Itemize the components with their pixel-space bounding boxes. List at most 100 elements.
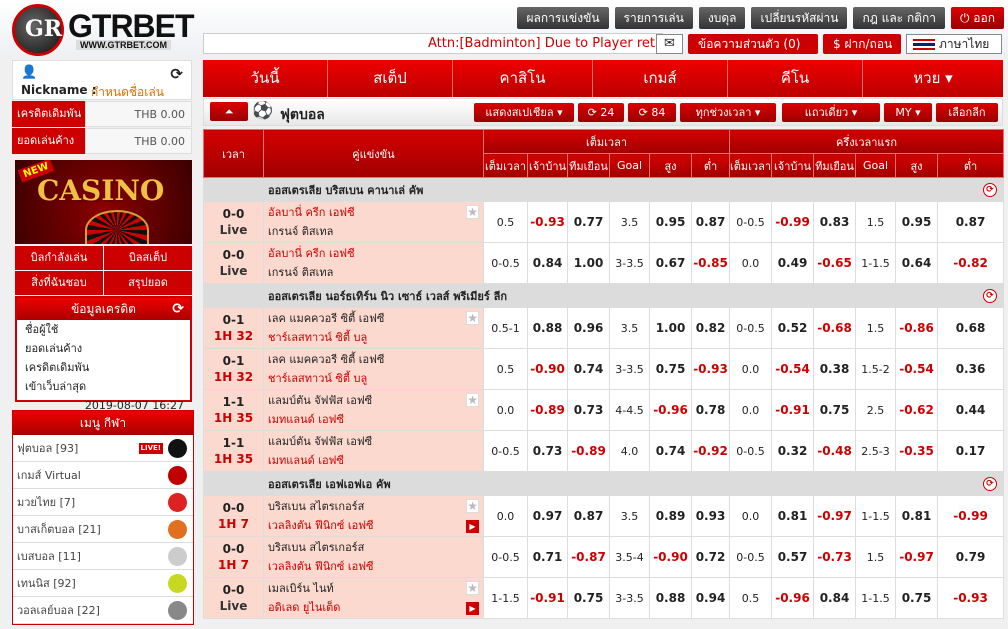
- odds-cell[interactable]: -0.48: [813, 430, 857, 472]
- odds-cell[interactable]: 0.32: [771, 430, 815, 472]
- odds-cell[interactable]: 0.73: [527, 430, 568, 472]
- odds-cell[interactable]: -0.93: [527, 201, 568, 243]
- odds-cell[interactable]: 1.00: [649, 307, 692, 349]
- refresh-icon[interactable]: ⟳: [172, 301, 184, 317]
- odds-cell[interactable]: 0.83: [813, 201, 857, 243]
- odds-cell[interactable]: -0.91: [771, 389, 815, 431]
- odds-cell[interactable]: -0.73: [813, 536, 857, 578]
- sport-menu-item[interactable]: ฟุตบอล [93] LIVE!: [13, 435, 193, 462]
- odds-cell[interactable]: 0.96: [567, 307, 610, 349]
- odds-cell[interactable]: -0.65: [813, 242, 857, 284]
- odds-cell[interactable]: -0.87: [567, 536, 610, 578]
- odds-cell[interactable]: 0.73: [567, 389, 610, 431]
- odds-cell[interactable]: 0.17: [937, 430, 1005, 472]
- select-league-button[interactable]: เลือกลีก: [936, 103, 998, 122]
- odds-cell[interactable]: -0.93: [937, 577, 1005, 619]
- logout-button[interactable]: ⏻ ออก: [951, 7, 1004, 29]
- bet-list-button[interactable]: รายการเล่น: [614, 7, 693, 29]
- odds-cell[interactable]: 0.93: [690, 495, 731, 537]
- favorite-star-icon[interactable]: ★: [466, 499, 479, 513]
- deposit-withdraw-button[interactable]: $ ฝาก/ถอน: [823, 34, 901, 54]
- odds-cell[interactable]: 0.87: [567, 495, 610, 537]
- odds-cell[interactable]: 0.74: [649, 430, 692, 472]
- league-refresh-icon[interactable]: ⟳: [983, 477, 998, 491]
- nav-today[interactable]: วันนี้: [203, 60, 328, 97]
- odds-cell[interactable]: 0.75: [649, 348, 692, 390]
- favorite-star-icon[interactable]: ★: [466, 311, 479, 325]
- odds-cell[interactable]: 0.95: [649, 201, 692, 243]
- odds-cell[interactable]: -0.89: [527, 389, 568, 431]
- statement-button[interactable]: งบดุล: [698, 7, 746, 29]
- odds-cell[interactable]: 0.95: [895, 201, 939, 243]
- odds-type-dropdown[interactable]: MY ▾: [884, 103, 932, 122]
- refresh-84-button[interactable]: ⟳ 84: [628, 103, 676, 122]
- odds-cell[interactable]: -0.97: [813, 495, 857, 537]
- odds-cell[interactable]: 0.94: [690, 577, 731, 619]
- summary-link[interactable]: สรุปยอด: [104, 271, 192, 295]
- odds-cell[interactable]: 0.84: [527, 242, 568, 284]
- nav-parlay[interactable]: สเต็ป: [328, 60, 453, 97]
- odds-cell[interactable]: -0.96: [771, 577, 815, 619]
- change-password-button[interactable]: เปลี่ยนรหัสผ่าน: [751, 7, 848, 29]
- live-stream-icon[interactable]: ▶: [466, 602, 479, 615]
- rules-button[interactable]: กฎ และ กติกา: [853, 7, 945, 29]
- refresh-icon[interactable]: ⟳: [170, 65, 183, 83]
- odds-cell[interactable]: -0.93: [690, 348, 731, 390]
- odds-cell[interactable]: 0.84: [813, 577, 857, 619]
- odds-cell[interactable]: 0.44: [937, 389, 1005, 431]
- odds-cell[interactable]: 0.81: [771, 495, 815, 537]
- odds-cell[interactable]: -0.96: [649, 389, 692, 431]
- odds-cell[interactable]: -0.92: [690, 430, 731, 472]
- odds-cell[interactable]: -0.85: [690, 242, 731, 284]
- odds-cell[interactable]: -0.35: [895, 430, 939, 472]
- private-messages-button[interactable]: ข้อความส่วนตัว (0): [688, 34, 818, 54]
- odds-cell[interactable]: 0.87: [690, 201, 731, 243]
- nickname-link[interactable]: กำหนดชื่อเล่น: [91, 85, 164, 99]
- odds-cell[interactable]: -0.99: [937, 495, 1005, 537]
- nav-lottery[interactable]: หวย ▾: [913, 69, 953, 87]
- odds-cell[interactable]: -0.90: [527, 348, 568, 390]
- announcement-marquee[interactable]: Attn:[Badminton] Due to Player retir: [203, 33, 663, 54]
- sport-menu-item[interactable]: มวยไทย [7]: [13, 489, 193, 516]
- favorites-link[interactable]: สิ่งที่ฉันชอบ: [15, 271, 103, 295]
- odds-cell[interactable]: -0.68: [813, 307, 857, 349]
- odds-cell[interactable]: 0.77: [567, 201, 610, 243]
- all-times-dropdown[interactable]: ทุกช่วงเวลา ▾: [680, 103, 776, 122]
- sport-menu-item[interactable]: เบสบอล [11]: [13, 543, 193, 570]
- odds-cell[interactable]: 0.57: [771, 536, 815, 578]
- odds-cell[interactable]: 0.88: [527, 307, 568, 349]
- show-special-dropdown[interactable]: แสดงสเปเชียล ▾: [474, 103, 574, 122]
- logo[interactable]: GR GTRBET WWW.GTRBET.COM: [12, 4, 198, 56]
- odds-cell[interactable]: -0.89: [567, 430, 610, 472]
- odds-cell[interactable]: -0.62: [895, 389, 939, 431]
- odds-cell[interactable]: 0.71: [527, 536, 568, 578]
- odds-cell[interactable]: 0.81: [895, 495, 939, 537]
- live-stream-icon[interactable]: ▶: [466, 520, 479, 533]
- odds-cell[interactable]: 0.79: [937, 536, 1005, 578]
- odds-cell[interactable]: -0.91: [527, 577, 568, 619]
- odds-cell[interactable]: 0.78: [690, 389, 731, 431]
- odds-cell[interactable]: 1.00: [567, 242, 610, 284]
- single-line-dropdown[interactable]: แถวเดี่ยว ▾: [782, 103, 880, 122]
- favorite-star-icon[interactable]: ★: [466, 581, 479, 595]
- sport-menu-item[interactable]: วอลเลย์บอล [22]: [13, 597, 193, 624]
- odds-cell[interactable]: 0.75: [813, 389, 857, 431]
- odds-cell[interactable]: -0.86: [895, 307, 939, 349]
- sport-menu-item[interactable]: บาสเก็ตบอล [21]: [13, 516, 193, 543]
- odds-cell[interactable]: 0.67: [649, 242, 692, 284]
- nav-keno[interactable]: คีโน: [728, 60, 863, 97]
- odds-cell[interactable]: 0.49: [771, 242, 815, 284]
- odds-cell[interactable]: 0.64: [895, 242, 939, 284]
- casino-banner[interactable]: NEW CASINO: [15, 160, 192, 244]
- sport-menu-item[interactable]: เทนนิส [92]: [13, 570, 193, 597]
- nav-casino[interactable]: คาสิโน: [453, 60, 593, 97]
- language-select[interactable]: ภาษาไทย: [906, 34, 1002, 54]
- odds-cell[interactable]: -0.82: [937, 242, 1005, 284]
- odds-cell[interactable]: 0.74: [567, 348, 610, 390]
- refresh-24-button[interactable]: ⟳ 24: [578, 103, 624, 122]
- odds-cell[interactable]: 0.75: [895, 577, 939, 619]
- odds-cell[interactable]: -0.97: [895, 536, 939, 578]
- odds-cell[interactable]: 0.89: [649, 495, 692, 537]
- odds-cell[interactable]: 0.88: [649, 577, 692, 619]
- nav-games[interactable]: เกมส์: [593, 60, 728, 97]
